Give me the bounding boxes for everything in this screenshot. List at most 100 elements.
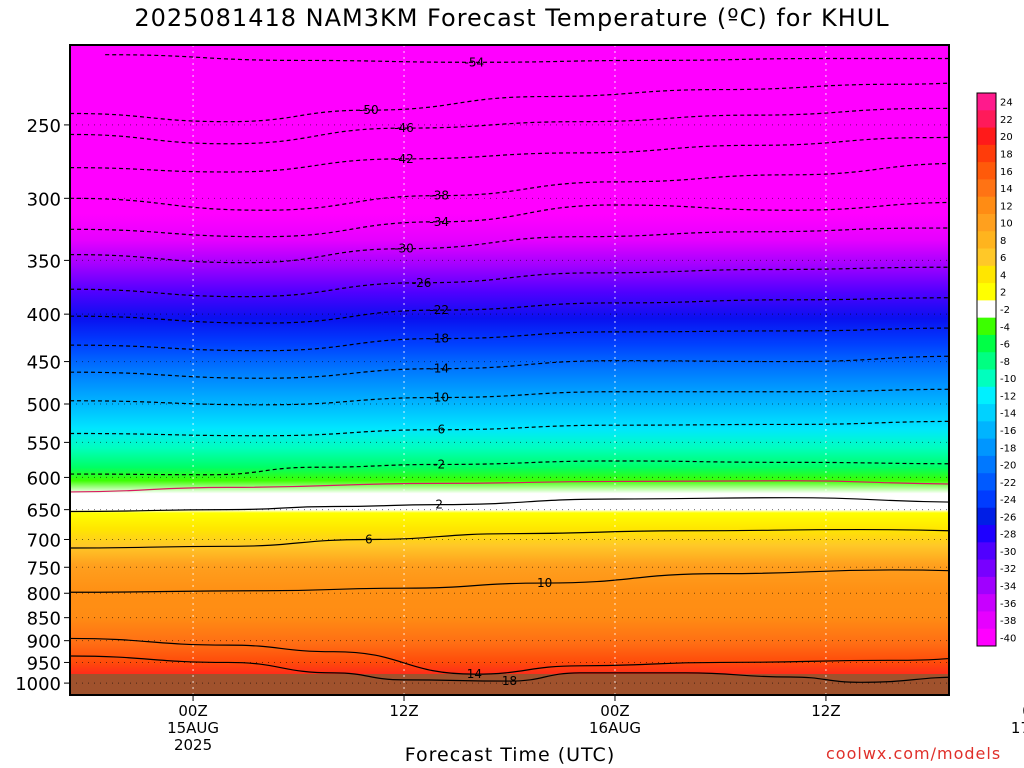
colorbar-swatch <box>977 213 996 232</box>
x-tick-label: 15AUG <box>167 719 219 737</box>
colorbar-label: 2 <box>1000 288 1006 299</box>
colorbar-label: 16 <box>1000 167 1013 178</box>
colorbar-label: -14 <box>1000 409 1016 420</box>
contour-label: -22 <box>429 303 449 317</box>
colorbar-swatch <box>977 628 996 647</box>
colorbar-swatch <box>977 110 996 129</box>
colorbar-swatch <box>977 179 996 198</box>
colorbar-label: -24 <box>1000 495 1016 506</box>
colorbar-label: 22 <box>1000 115 1013 126</box>
colorbar-label: 10 <box>1000 219 1013 230</box>
y-tick-label: 350 <box>27 251 61 272</box>
colorbar-label: -22 <box>1000 478 1016 489</box>
chart-title: 2025081418 NAM3KM Forecast Temperature (… <box>134 4 890 32</box>
colorbar-swatch <box>977 421 996 440</box>
colorbar-label: 14 <box>1000 184 1013 195</box>
colorbar-swatch <box>977 231 996 250</box>
contour-label: -26 <box>412 276 432 290</box>
contour-label: 6 <box>365 532 373 546</box>
colorbar-label: 4 <box>1000 270 1006 281</box>
colorbar-label: -26 <box>1000 512 1016 523</box>
grid-lines <box>70 45 949 695</box>
colorbar-label: 20 <box>1000 132 1013 143</box>
colorbar-label: -20 <box>1000 461 1016 472</box>
colorbar-swatch <box>977 576 996 595</box>
colorbar-swatch <box>977 196 996 215</box>
colorbar-swatch <box>977 144 996 163</box>
y-tick-label: 600 <box>27 468 61 489</box>
colorbar-swatch <box>977 559 996 578</box>
colorbar-swatch <box>977 490 996 509</box>
contour-label: -14 <box>429 362 449 376</box>
contour-line <box>70 480 949 493</box>
y-tick-label: 550 <box>27 433 61 454</box>
x-tick-label: 2025 <box>174 736 212 754</box>
contour-label: -18 <box>429 332 449 346</box>
colorbar-label: -12 <box>1000 391 1016 402</box>
y-tick-label: 800 <box>27 584 61 605</box>
colorbar-label: 18 <box>1000 149 1013 160</box>
contour-label: -10 <box>429 391 449 405</box>
colorbar-swatch <box>977 93 996 111</box>
colorbar-label: 6 <box>1000 253 1006 264</box>
contour-label: -38 <box>429 189 449 203</box>
colorbar-swatch <box>977 525 996 543</box>
colorbar-swatch <box>977 317 996 336</box>
y-tick-label: 500 <box>27 395 61 416</box>
colorbar-label: 12 <box>1000 201 1013 212</box>
contour-label: -42 <box>394 152 414 166</box>
colorbar-swatch <box>977 594 996 612</box>
colorbar-swatch <box>977 369 996 388</box>
colorbar-swatch <box>977 334 996 353</box>
contour-line <box>70 227 949 264</box>
contour-line <box>70 388 949 406</box>
colorbar-swatch <box>977 352 996 370</box>
colorbar-label: -8 <box>1000 357 1010 368</box>
x-tick-label: 00Z <box>1022 702 1024 720</box>
temperature-fill <box>70 45 949 695</box>
colorbar-swatch <box>977 611 996 630</box>
contour-line <box>70 528 949 549</box>
ground-layer <box>70 674 949 695</box>
y-axis: 2503003504004505005506006507007508008509… <box>15 116 70 695</box>
colorbar-swatch <box>977 162 996 180</box>
contour-line <box>70 497 949 513</box>
y-tick-label: 250 <box>27 116 61 137</box>
colorbar-swatch <box>977 404 996 422</box>
x-tick-label: 00Z <box>178 702 207 720</box>
contour-line <box>70 82 949 123</box>
colorbar-label: -36 <box>1000 599 1016 610</box>
colorbar-label: -28 <box>1000 530 1016 541</box>
colorbar-label: -40 <box>1000 633 1016 644</box>
colorbar-swatch <box>977 386 996 405</box>
contour-line <box>70 637 949 675</box>
x-tick-label: 16AUG <box>589 719 641 737</box>
y-tick-label: 850 <box>27 609 61 630</box>
colorbar-label: -30 <box>1000 547 1016 558</box>
colorbar-label: -18 <box>1000 443 1016 454</box>
x-axis: 00Z15AUG202512Z00Z16AUG12Z00Z17AUG <box>167 695 1024 754</box>
y-tick-label: 450 <box>27 353 61 374</box>
credit-link[interactable]: coolwx.com/models <box>826 744 1002 763</box>
colorbar-label: -34 <box>1000 582 1016 593</box>
contour-line <box>70 420 949 437</box>
colorbar-label: -38 <box>1000 616 1016 627</box>
x-tick-label: 00Z <box>600 702 629 720</box>
colorbar-label: -32 <box>1000 564 1016 575</box>
y-tick-label: 650 <box>27 501 61 522</box>
contour-label: -6 <box>433 423 445 437</box>
colorbar-swatch <box>977 127 996 146</box>
colorbar-swatch <box>977 473 996 491</box>
y-tick-label: 700 <box>27 530 61 551</box>
colorbar-swatch <box>977 265 996 284</box>
colorbar-label: -10 <box>1000 374 1016 385</box>
contour-line <box>70 569 949 593</box>
contour-line <box>70 136 949 173</box>
contour-label: -54 <box>465 55 485 69</box>
plot-area: -54-50-46-42-38-34-30-26-22-18-14-10-6-2… <box>70 45 949 695</box>
contour-label: -30 <box>394 242 414 256</box>
contour-line <box>70 327 949 352</box>
y-tick-label: 400 <box>27 305 61 326</box>
colorbar-swatch <box>977 507 996 526</box>
